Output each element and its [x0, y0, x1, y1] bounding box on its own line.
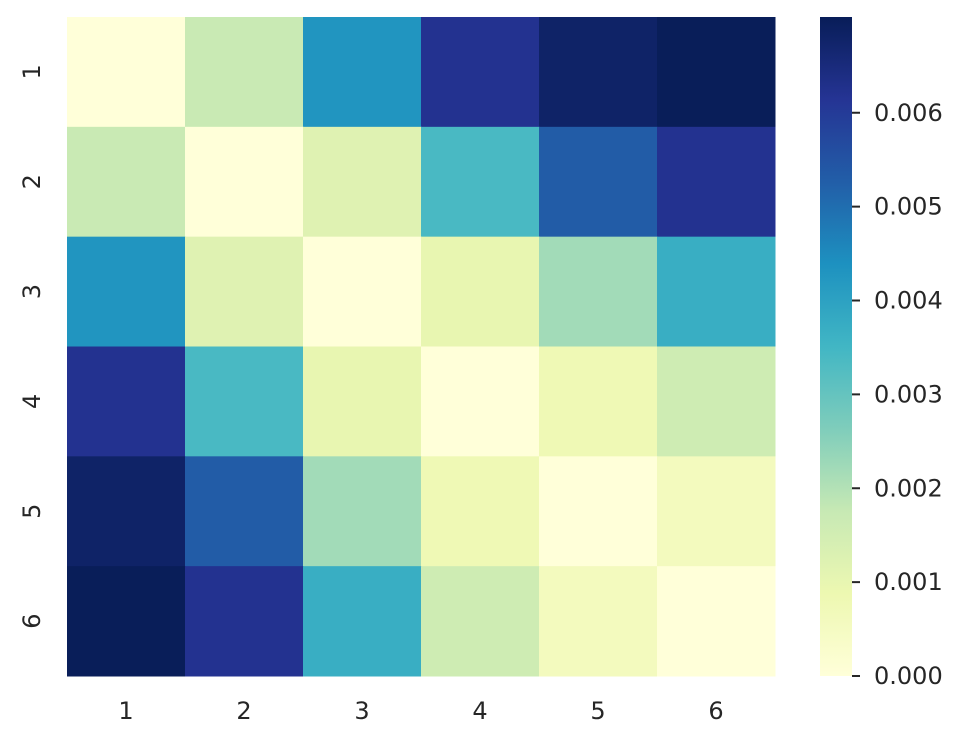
heatmap-cell-r6-c3	[303, 566, 422, 677]
heatmap-cell-r4-c1	[67, 346, 186, 457]
heatmap-cell-r4-c2	[185, 346, 304, 457]
heatmap-cell-r3-c6	[657, 236, 776, 347]
colorbar-tick-label: 0.006	[874, 99, 943, 127]
heatmap-cell-r5-c1	[67, 456, 186, 567]
y-axis-tick-labels: 1 2 3 4 5 6	[18, 64, 46, 628]
heatmap-cell-r6-c1	[67, 566, 186, 677]
x-tick-label: 3	[354, 697, 369, 725]
heatmap-cell-r5-c4	[421, 456, 540, 567]
colorbar-tick-label: 0.003	[874, 380, 943, 408]
heatmap-cell-r3-c1	[67, 236, 186, 347]
heatmap-cell-r2-c2	[185, 126, 304, 238]
heatmap-cell-r2-c5	[539, 126, 658, 238]
x-tick-label: 6	[708, 697, 723, 725]
y-tick-label: 4	[18, 394, 46, 409]
heatmap-cell-r4-c3	[303, 346, 422, 457]
heatmap-cell-r5-c3	[303, 456, 422, 567]
colorbar	[820, 17, 852, 676]
x-tick-label: 5	[590, 697, 605, 725]
heatmap-cell-r6-c4	[421, 566, 540, 677]
colorbar-tick-label: 0.005	[874, 193, 943, 221]
heatmap-cell-r2-c6	[657, 126, 776, 238]
heatmap-cell-r1-c5	[539, 17, 658, 128]
heatmap-cells	[67, 17, 776, 677]
heatmap-cell-r5-c2	[185, 456, 304, 567]
colorbar-tick-label: 0.001	[874, 568, 943, 596]
colorbar-tick-label: 0.004	[874, 287, 943, 315]
heatmap-cell-r1-c4	[421, 17, 540, 128]
x-tick-label: 1	[118, 697, 133, 725]
y-tick-label: 3	[18, 284, 46, 299]
colorbar-tick-label: 0.002	[874, 474, 943, 502]
x-tick-label: 4	[472, 697, 487, 725]
y-tick-label: 2	[18, 174, 46, 189]
heatmap-cell-r2-c3	[303, 126, 422, 238]
heatmap-cell-r5-c6	[657, 456, 776, 567]
heatmap-cell-r1-c1	[67, 17, 186, 128]
heatmap-cell-r1-c6	[657, 17, 776, 128]
x-axis-tick-labels: 1 2 3 4 5 6	[118, 697, 723, 725]
colorbar-tick-label: 0.000	[874, 662, 943, 690]
heatmap-cell-r3-c2	[185, 236, 304, 347]
heatmap-cell-r2-c4	[421, 126, 540, 238]
y-tick-label: 1	[18, 64, 46, 79]
y-tick-label: 6	[18, 613, 46, 628]
heatmap-cell-r4-c6	[657, 346, 776, 457]
heatmap-cell-r2-c1	[67, 126, 186, 238]
heatmap-cell-r3-c5	[539, 236, 658, 347]
x-tick-label: 2	[236, 697, 251, 725]
heatmap-cell-r5-c5	[539, 456, 658, 567]
y-tick-label: 5	[18, 504, 46, 519]
heatmap-cell-r3-c3	[303, 236, 422, 347]
colorbar-ticks: 0.000 0.001 0.002 0.003 0.004 0.005 0.006	[852, 99, 943, 690]
heatmap-cell-r3-c4	[421, 236, 540, 347]
heatmap-cell-r1-c2	[185, 17, 304, 128]
heatmap-cell-r1-c3	[303, 17, 422, 128]
heatmap-cell-r6-c2	[185, 566, 304, 677]
heatmap-cell-r6-c6	[657, 566, 776, 677]
heatmap-cell-r4-c4	[421, 346, 540, 457]
heatmap-cell-r6-c5	[539, 566, 658, 677]
heatmap-cell-r4-c5	[539, 346, 658, 457]
